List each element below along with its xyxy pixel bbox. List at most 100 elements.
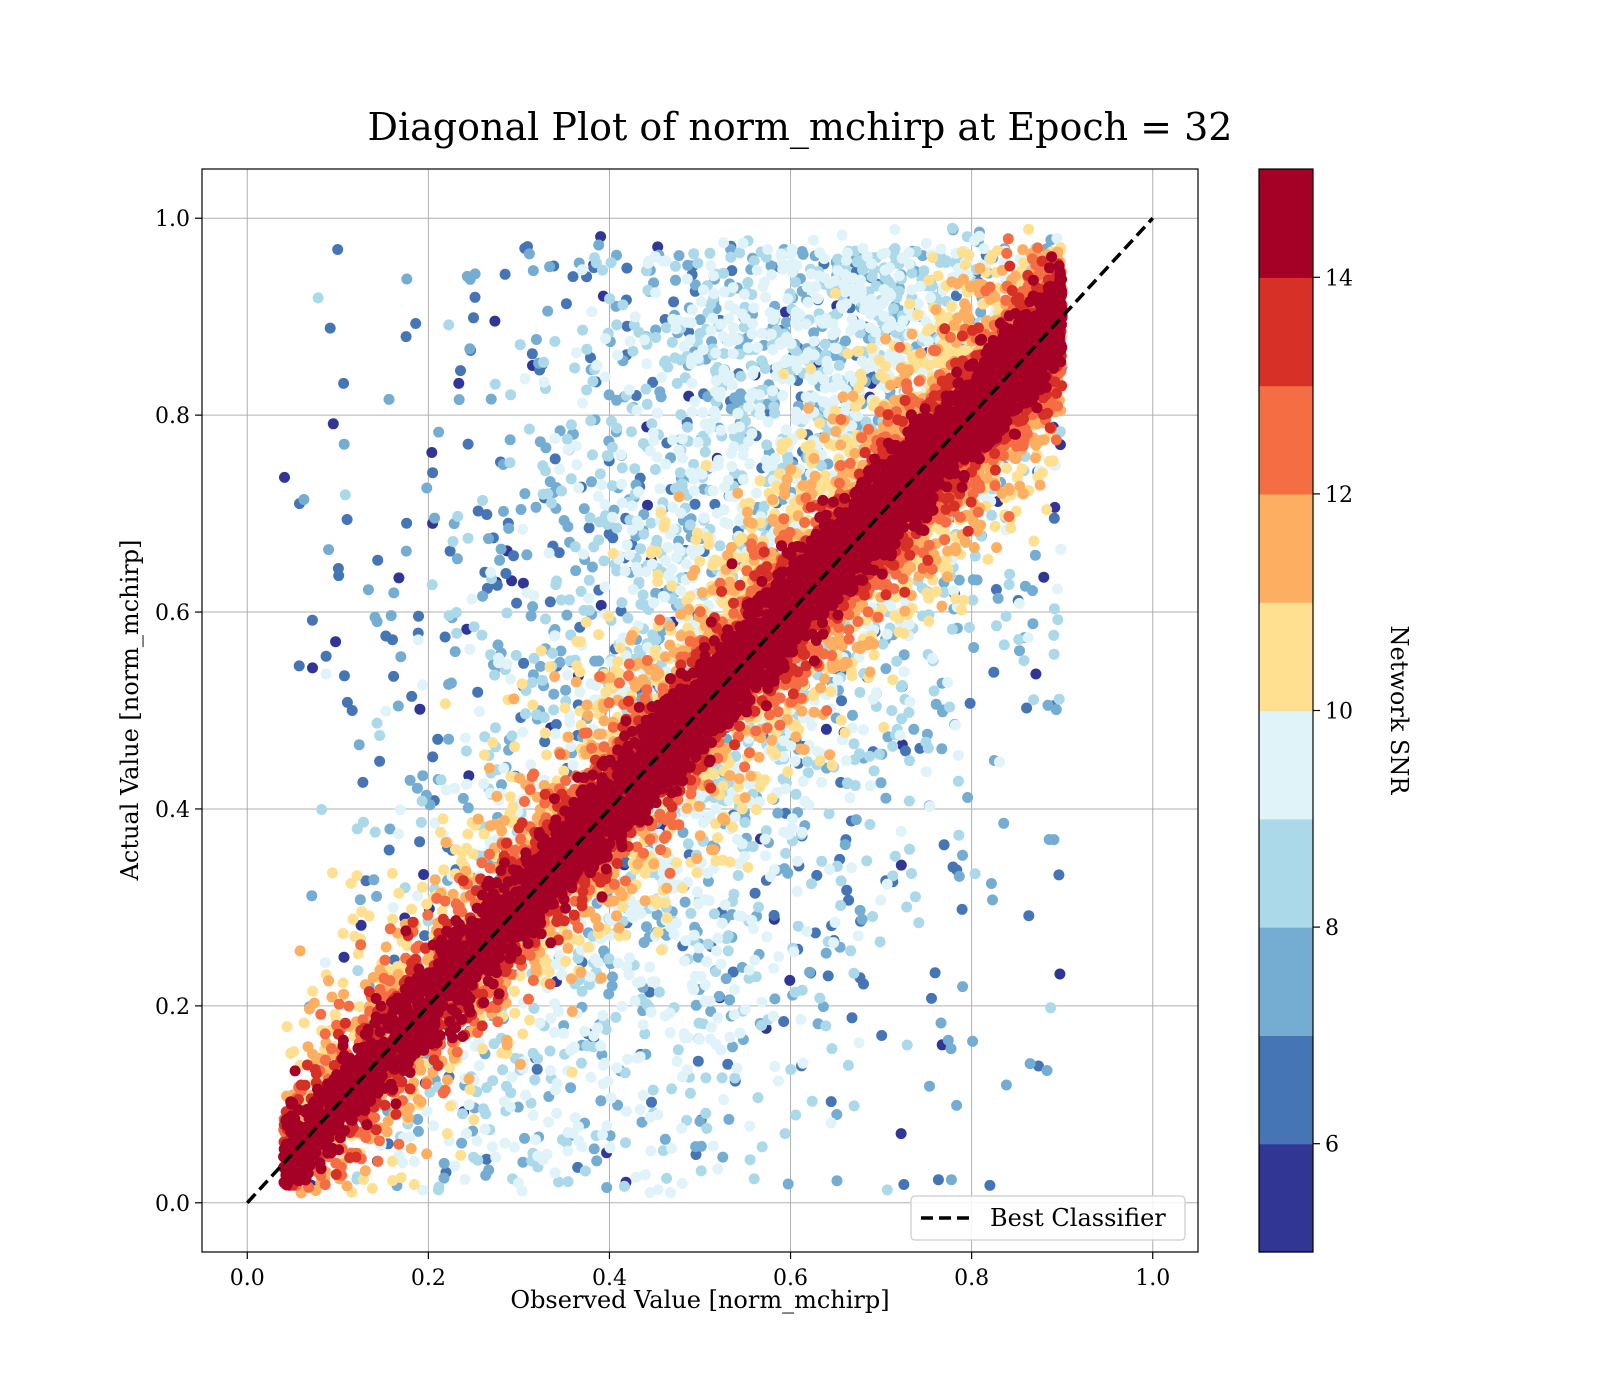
scatter-point [886, 705, 897, 716]
scatter-point [393, 701, 404, 712]
scatter-point [464, 343, 475, 354]
scatter-point [814, 993, 825, 1004]
scatter-point [670, 261, 681, 272]
scatter-point [757, 328, 768, 339]
scatter-point [896, 1128, 907, 1139]
scatter-point [469, 621, 480, 632]
scatter-point [1053, 869, 1064, 880]
scatter-point [776, 250, 787, 261]
scatter-point [799, 796, 810, 807]
scatter-point [723, 336, 734, 347]
scatter-point [644, 962, 655, 973]
scatter-point [897, 253, 908, 264]
scatter-point [479, 750, 490, 761]
scatter-point [511, 650, 522, 661]
scatter-point [891, 656, 902, 667]
scatter-point [401, 274, 412, 285]
scatter-point [687, 406, 698, 417]
scatter-point [635, 1104, 646, 1115]
scatter-point [696, 296, 707, 307]
scatter-point [564, 717, 575, 728]
scatter-point [508, 550, 519, 561]
scatter-point [299, 1017, 310, 1028]
scatter-point [412, 1114, 423, 1125]
scatter-point [820, 339, 831, 350]
scatter-point [1054, 694, 1065, 705]
scatter-point [962, 792, 973, 803]
scatter-point [744, 458, 755, 469]
scatter-point [650, 634, 661, 645]
scatter-point [585, 1072, 596, 1083]
scatter-point [520, 1090, 531, 1101]
scatter-point [924, 1081, 935, 1092]
scatter-point [1014, 598, 1025, 609]
scatter-point [991, 620, 1002, 631]
scatter-point [667, 337, 678, 348]
scatter-point [826, 1096, 837, 1107]
scatter-point [472, 1155, 483, 1166]
scatter-point [321, 651, 332, 662]
scatter-point [1048, 630, 1059, 641]
scatter-point [692, 258, 703, 269]
scatter-point [650, 251, 661, 262]
scatter-point [539, 377, 550, 388]
scatter-point [525, 759, 536, 770]
scatter-point [632, 405, 643, 416]
scatter-point [677, 433, 688, 444]
scatter-point [531, 709, 542, 720]
scatter-point [968, 642, 979, 653]
scatter-point [667, 502, 678, 513]
scatter-point [748, 923, 759, 934]
scatter-point [483, 533, 494, 544]
scatter-point [493, 639, 504, 650]
scatter-point [477, 495, 488, 506]
scatter-point [926, 993, 937, 1004]
scatter-point [848, 322, 859, 333]
scatter-point [503, 523, 514, 534]
scatter-point [672, 378, 683, 389]
scatter-point [769, 910, 780, 921]
scatter-point [705, 1034, 716, 1045]
scatter-point [641, 921, 652, 932]
scatter-point [578, 549, 589, 560]
scatter-point [339, 670, 350, 681]
scatter-point [875, 895, 886, 906]
scatter-point [584, 522, 595, 533]
scatter-point [455, 365, 466, 376]
scatter-point [724, 994, 735, 1005]
scatter-point [894, 321, 905, 332]
scatter-point [660, 459, 671, 470]
scatter-point [666, 1083, 677, 1094]
scatter-point [548, 704, 559, 715]
scatter-point [1049, 649, 1060, 660]
scatter-point [857, 914, 868, 925]
scatter-point [593, 491, 604, 502]
scatter-point [639, 334, 650, 345]
scatter-point [1030, 669, 1041, 680]
scatter-point [487, 1141, 498, 1152]
scatter-point [1001, 611, 1012, 622]
scatter-point [586, 306, 597, 317]
scatter-point [551, 1108, 562, 1119]
scatter-point [288, 1046, 299, 1057]
scatter-point [936, 244, 947, 255]
scatter-point [783, 829, 794, 840]
scatter-point [882, 629, 893, 640]
scatter-point [728, 322, 739, 333]
scatter-point [665, 1187, 676, 1198]
scatter-point [439, 1158, 450, 1169]
scatter-point [820, 1020, 831, 1031]
scatter-point [899, 666, 910, 677]
scatter-point [700, 995, 711, 1006]
scatter-point [617, 497, 628, 508]
scatter-point [413, 611, 424, 622]
scatter-point [455, 1150, 466, 1161]
scatter-point [472, 687, 483, 698]
scatter-point [540, 465, 551, 476]
scatter-point [694, 544, 705, 555]
scatter-point [853, 346, 864, 357]
scatter-point [604, 293, 615, 304]
scatter-point [845, 792, 856, 803]
scatter-point [516, 504, 527, 515]
scatter-point [801, 926, 812, 937]
